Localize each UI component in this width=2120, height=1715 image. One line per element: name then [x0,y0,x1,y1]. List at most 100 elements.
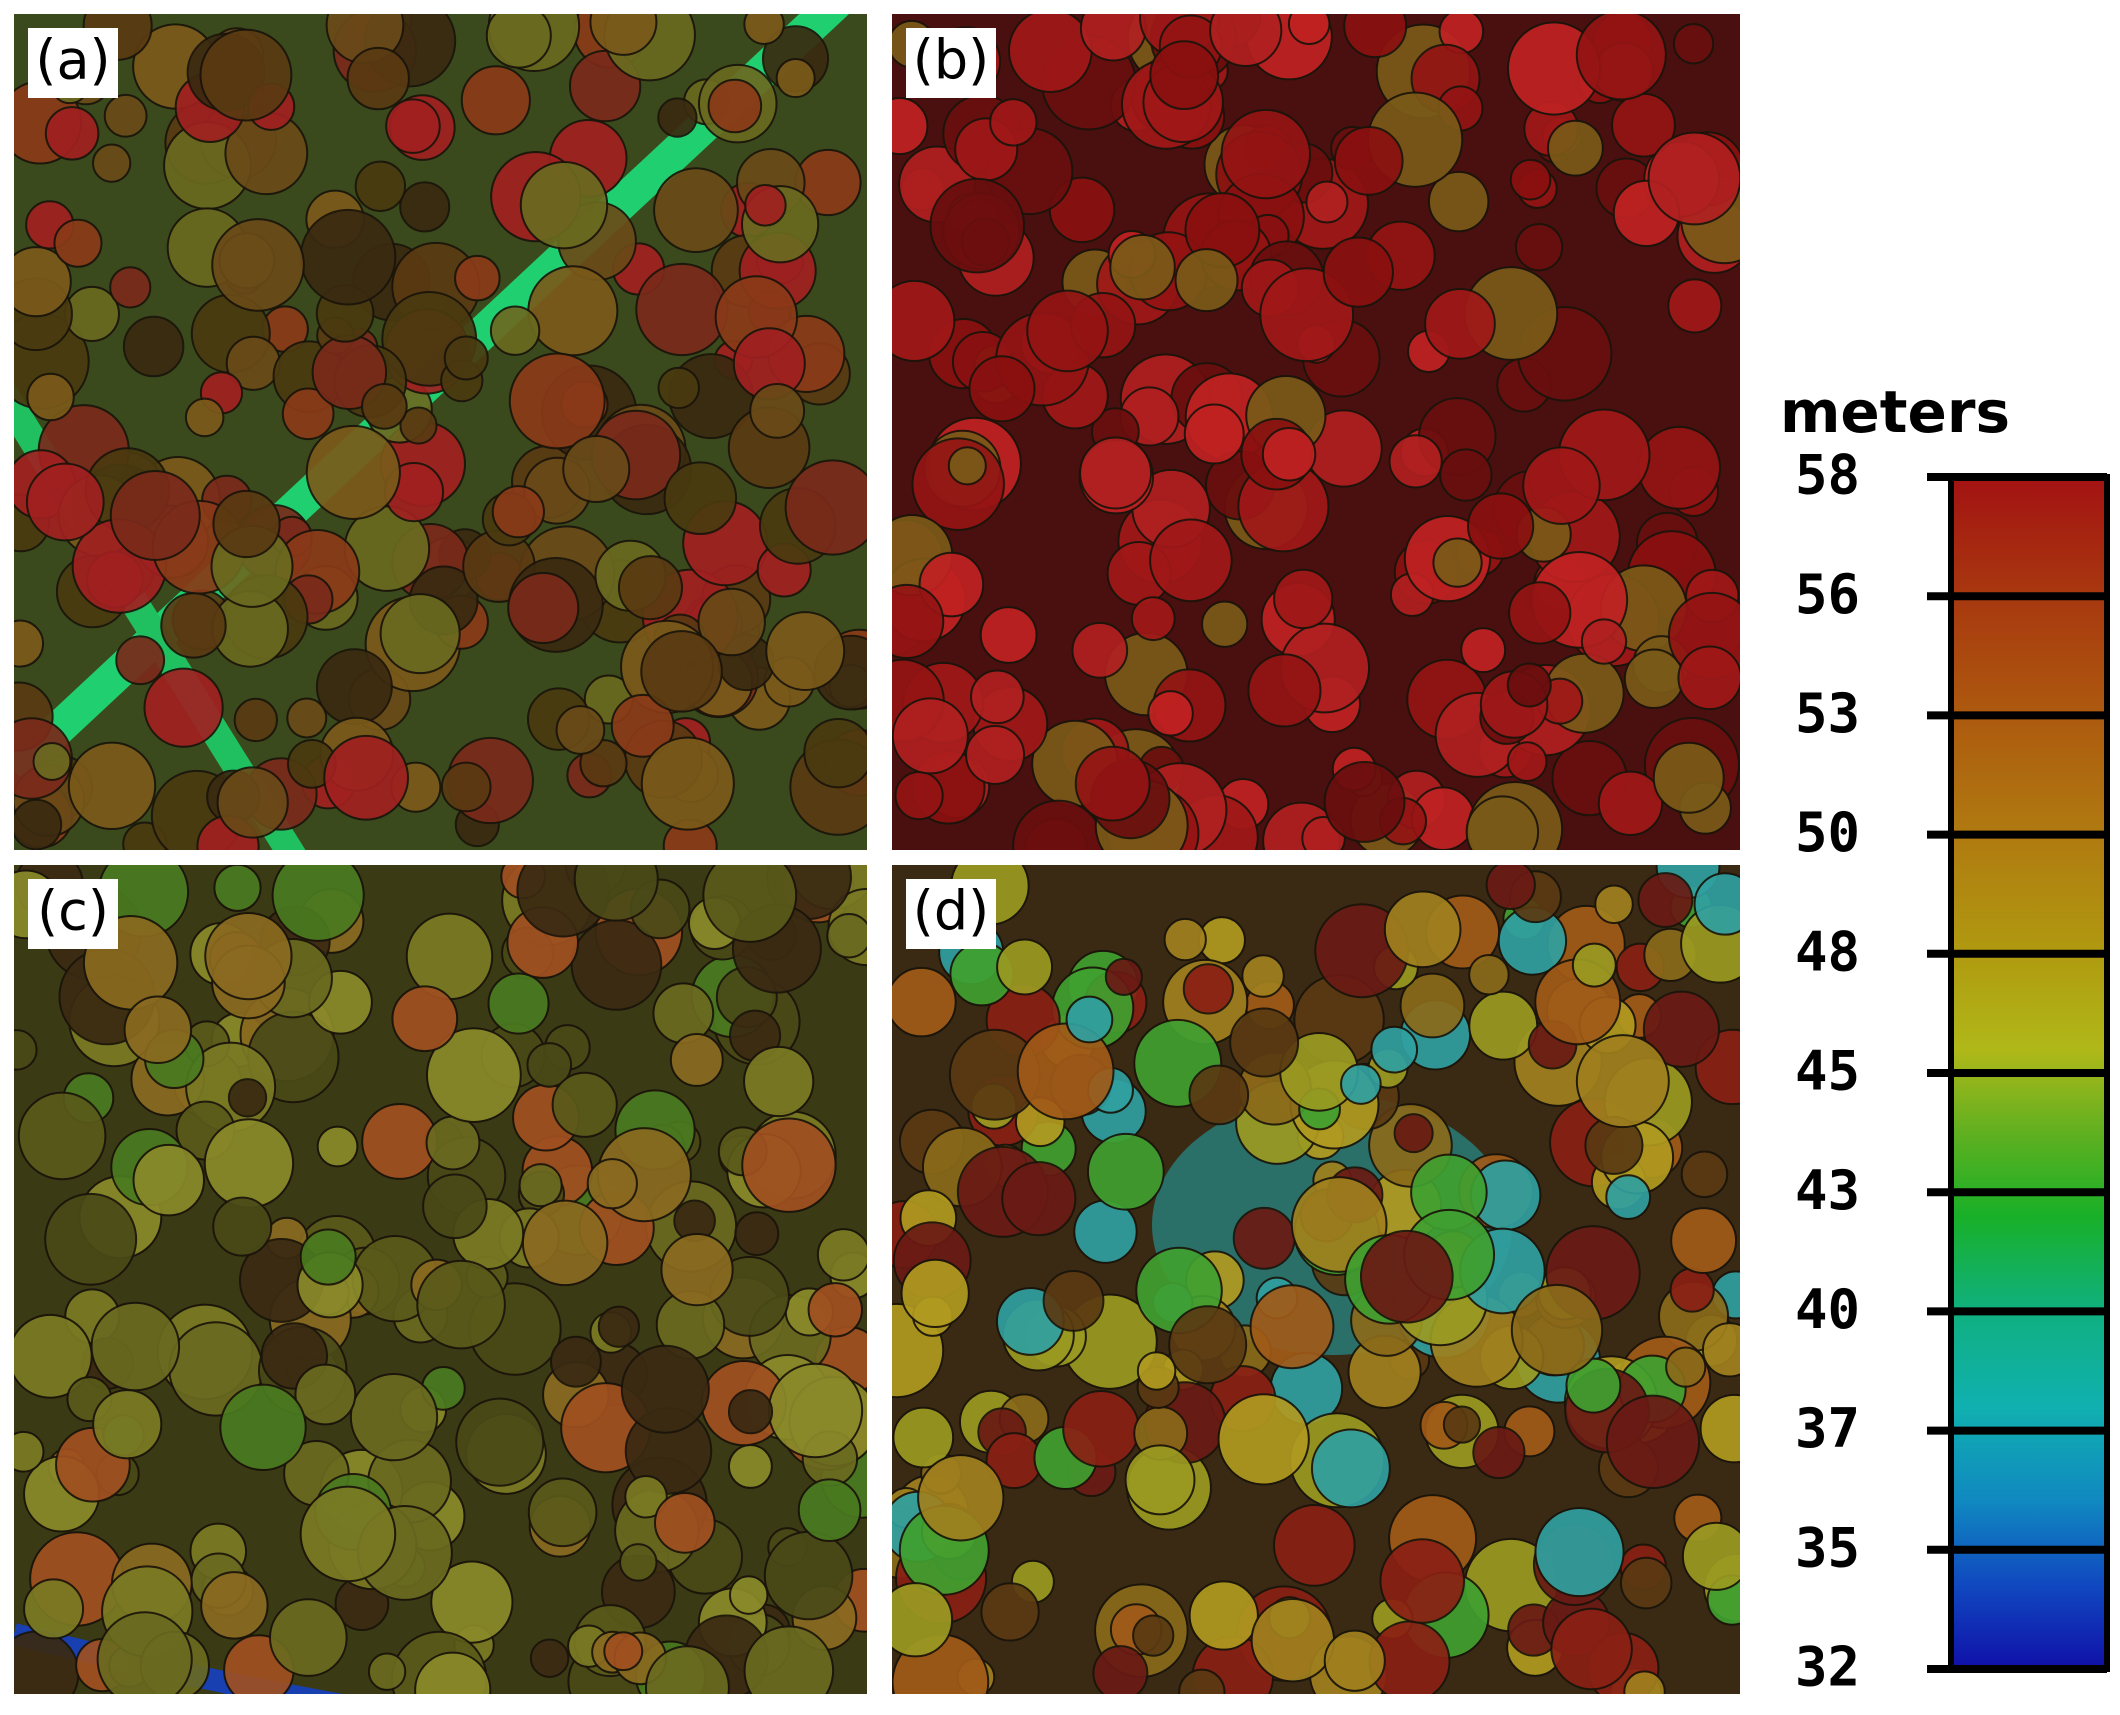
tree-crown [508,352,606,450]
tree-crown [1109,233,1176,301]
tree-crown [416,1259,506,1350]
tree-crown [749,382,806,439]
panel-image [892,865,1740,1694]
tree-crown [425,1027,522,1124]
tree-crown [617,555,684,621]
tree-crown [1136,1351,1177,1391]
tree-crown [947,446,987,486]
tree-crown [385,98,441,154]
tree-crown [122,315,185,378]
tree-crown [980,1582,1040,1642]
tree-crown [1379,1538,1466,1624]
tree-crown [518,1163,563,1208]
tree-crown [519,160,609,250]
tree-crown [281,387,335,441]
tree-crown [299,1228,357,1286]
tree-crown [14,1029,38,1071]
tree-crown [17,1091,107,1181]
tree-crown [527,265,619,357]
tree-crown [268,1598,348,1677]
panel-image [892,14,1740,850]
tree-crown [586,1158,638,1210]
panel-label-box [28,879,118,949]
tree-crown [763,1530,854,1621]
tree-crown [109,266,152,309]
tree-crown [521,1199,609,1287]
tree-crown [1071,621,1129,679]
tree-crown [14,1430,45,1473]
tree-crown [1546,119,1604,177]
tree-crown [1333,125,1404,196]
tree-crown [14,246,72,318]
tree-crown [562,435,631,504]
tree-crown [597,1305,641,1348]
tree-crown [894,771,944,821]
colorbar-tick-label: 32 [1795,1636,1860,1699]
colorbar-tick-label: 48 [1795,920,1860,983]
colorbar-tick-label: 35 [1795,1516,1860,1579]
tree-crown [1273,568,1334,630]
tree-crown [1220,108,1312,200]
tree-crown [1305,180,1349,224]
tree-crown [727,1389,774,1435]
tree-crown [23,1578,85,1640]
tree-crown [1699,1393,1740,1464]
colorbar-title: meters [1780,378,2010,446]
tree-crown [455,1397,545,1487]
tree-crown [25,462,105,542]
colorbar-tick-label: 43 [1795,1159,1860,1222]
panel-image [14,865,867,1694]
tree-crown [917,1454,1005,1542]
tree-crown [443,335,489,381]
colorbar-tick-label: 56 [1795,563,1860,626]
tree-crown [1232,1206,1296,1270]
tree-crown [26,372,75,422]
tree-crown [1442,1405,1482,1444]
tree-crown [489,305,541,356]
tree-crown [1370,1025,1419,1074]
tree-crown [1104,957,1143,996]
tree-crown [1261,427,1317,482]
tree-crown [1163,917,1207,962]
tree-crown [727,1443,773,1489]
tree-crown [892,97,929,156]
tree-crown [399,406,438,445]
tree-crown [1001,1161,1077,1237]
tree-crown [1594,884,1634,925]
tree-crown [90,1301,181,1392]
tree-crown [299,1485,397,1583]
tree-crown [367,1652,407,1691]
tree-crown [91,143,132,183]
tree-crown [200,1571,269,1640]
tree-crown [624,1475,668,1519]
tree-crown [1680,1150,1729,1199]
tree-crown [1665,1346,1707,1388]
tree-crown [491,485,545,539]
tree-crown [414,1651,492,1694]
tree-crown [1465,795,1540,850]
tree-crown [741,1117,837,1213]
tree-crown [1681,1521,1740,1591]
colorbar-tick-label: 45 [1795,1040,1860,1103]
tree-crown [199,28,293,122]
tree-crown [487,972,550,1035]
tree-crown [657,97,698,138]
tree-crown [1007,14,1093,93]
tree-crown [1701,1322,1740,1378]
tree-crown [1079,14,1147,62]
tree-crown [92,1389,163,1460]
tree-crown [702,865,798,943]
tree-crown [660,1232,734,1307]
tree-crown [399,181,451,233]
tree-crown [900,1258,970,1329]
tree-crown [635,262,729,357]
colorbar: meters 58 56 53 50 48 45 43 40 37 35 32 [1780,378,2110,1699]
tree-crown [349,1372,439,1462]
panel-label-box [906,879,996,949]
tree-crown [1506,662,1552,708]
tree-crown [603,1631,644,1672]
tree-crown [1667,278,1723,334]
tree-crown [619,1543,658,1582]
tree-crown [1472,1425,1526,1480]
